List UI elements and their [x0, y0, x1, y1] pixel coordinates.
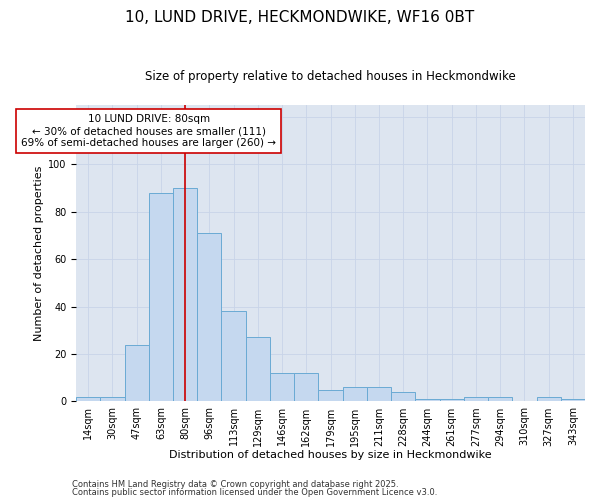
Bar: [319, 390, 343, 402]
Y-axis label: Number of detached properties: Number of detached properties: [34, 166, 44, 341]
Bar: [270, 373, 294, 402]
Bar: [246, 338, 270, 402]
Bar: [343, 387, 367, 402]
Text: Contains public sector information licensed under the Open Government Licence v3: Contains public sector information licen…: [72, 488, 437, 497]
Bar: [173, 188, 197, 402]
Bar: [440, 399, 464, 402]
Bar: [149, 193, 173, 402]
Bar: [464, 396, 488, 402]
Text: Contains HM Land Registry data © Crown copyright and database right 2025.: Contains HM Land Registry data © Crown c…: [72, 480, 398, 489]
Bar: [221, 312, 246, 402]
Bar: [197, 233, 221, 402]
Bar: [294, 373, 319, 402]
Bar: [125, 344, 149, 402]
Bar: [76, 396, 100, 402]
Text: 10, LUND DRIVE, HECKMONDWIKE, WF16 0BT: 10, LUND DRIVE, HECKMONDWIKE, WF16 0BT: [125, 10, 475, 25]
Bar: [561, 399, 585, 402]
Bar: [391, 392, 415, 402]
Bar: [536, 396, 561, 402]
Bar: [488, 396, 512, 402]
X-axis label: Distribution of detached houses by size in Heckmondwike: Distribution of detached houses by size …: [169, 450, 492, 460]
Text: 10 LUND DRIVE: 80sqm
← 30% of detached houses are smaller (111)
69% of semi-deta: 10 LUND DRIVE: 80sqm ← 30% of detached h…: [21, 114, 276, 148]
Title: Size of property relative to detached houses in Heckmondwike: Size of property relative to detached ho…: [145, 70, 516, 83]
Bar: [367, 387, 391, 402]
Bar: [100, 396, 125, 402]
Bar: [415, 399, 440, 402]
